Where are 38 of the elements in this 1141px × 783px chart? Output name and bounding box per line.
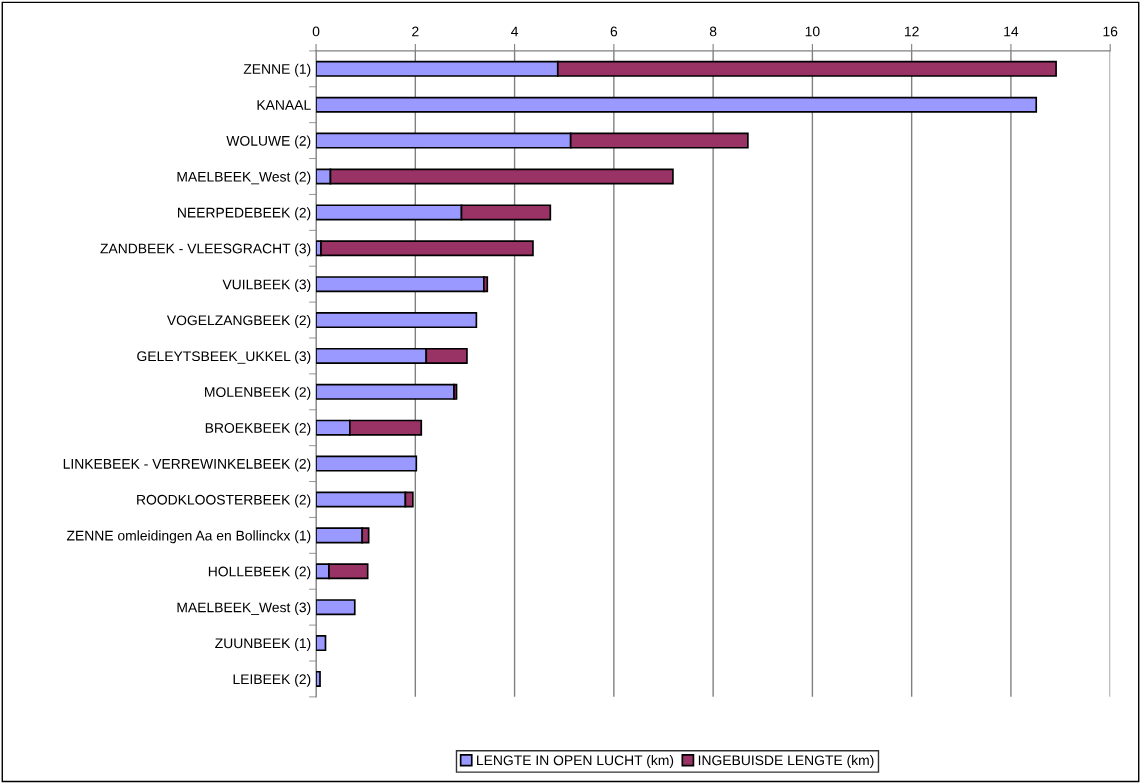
y-tick-label: MOLENBEEK (2) <box>205 386 311 400</box>
y-tick-label: VOGELZANGBEEK (2) <box>166 315 311 328</box>
x-tick-label: 2 <box>412 26 419 37</box>
x-tick-label: 4 <box>511 26 519 37</box>
x-tick-label: 6 <box>610 26 618 37</box>
legend-label: INGEBUISDE LENGTE (km) <box>698 755 874 768</box>
bar <box>316 670 321 687</box>
x-tick-label: 16 <box>1103 26 1118 37</box>
y-tick-label: KANAAL <box>257 100 311 110</box>
x-tick-label: 14 <box>1004 26 1019 37</box>
y-tick-label: VUILBEEK (3) <box>222 279 311 293</box>
y-tick-label: GELEYTSBEEK_UKKEL (3) <box>137 350 311 364</box>
y-tick-label: WOLUWE (2) <box>226 135 311 149</box>
x-tick-label: 12 <box>904 26 919 37</box>
x-tick-label: 10 <box>805 26 820 37</box>
bar <box>316 312 478 329</box>
bar <box>316 599 356 616</box>
bar <box>316 455 418 472</box>
y-tick-label: ZUUNBEEK (1) <box>215 638 311 651</box>
x-tick-label: 8 <box>709 26 717 37</box>
y-tick-label: LINKEBEEK - VERREWINKELBEEK (2) <box>63 458 311 472</box>
y-tick-label: BROEKBEEK (2) <box>205 422 311 436</box>
y-tick-label: ZENNE omleidingen Aa en Bollinckx (1) <box>66 530 311 544</box>
y-tick-label: MAELBEEK_West (2) <box>177 171 311 185</box>
bar <box>316 96 1038 113</box>
x-tick-label: 0 <box>312 26 320 37</box>
y-tick-label: ZANDBEEK - VLEESGRACHT (3) <box>100 243 311 257</box>
y-tick-label: HOLLEBEEK (2) <box>208 566 311 580</box>
y-tick-label: LEIBEEK (2) <box>233 673 311 687</box>
bar <box>316 383 455 400</box>
y-tick-label: ROODKLOOSTERBEEK (2) <box>137 494 311 508</box>
y-tick-label: NEERPEDEBEEK (2) <box>178 207 311 221</box>
y-tick-label: ZENNE (1) <box>243 63 311 77</box>
y-tick-label: MAELBEEK_West (3) <box>177 602 311 616</box>
legend-label: LENGTE IN OPEN LUCHT (km) <box>477 755 674 768</box>
bar <box>316 276 485 293</box>
bar <box>316 635 327 652</box>
bar <box>320 240 534 257</box>
